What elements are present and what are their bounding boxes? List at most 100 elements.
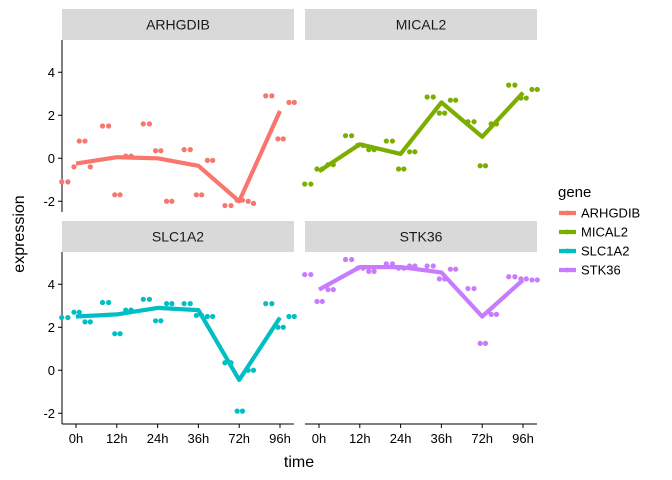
y-tick-label: 2 (48, 320, 55, 335)
data-point (87, 164, 93, 170)
legend-item: MICAL2 (559, 225, 628, 240)
data-point (523, 276, 529, 282)
legend-key-point (565, 248, 570, 254)
series-line (75, 305, 282, 382)
data-point (291, 99, 297, 105)
data-point (430, 94, 436, 100)
data-point (342, 256, 349, 263)
facet-slc1a2: SLC1A2 -2 0 2 4 0h 12h 24h 36h 72h 96h (43, 221, 297, 446)
series-line (75, 110, 282, 204)
data-point (401, 166, 407, 172)
y-tick-label: 0 (48, 151, 55, 166)
data-point (471, 285, 477, 292)
y-tick-label: 4 (48, 277, 55, 292)
x-tick-label: 96h (269, 431, 291, 446)
facet-stk36: STK36 0h 12h 24h 36h 72h 96h (302, 221, 540, 446)
data-point (140, 121, 146, 127)
data-point (71, 164, 77, 170)
y-tick-label: -2 (43, 194, 55, 209)
data-point (349, 256, 355, 263)
data-point (395, 166, 402, 172)
data-point (424, 94, 430, 100)
facet-strip (305, 9, 537, 40)
data-point (187, 147, 193, 153)
data-point (152, 148, 159, 154)
data-point (263, 301, 269, 307)
data-point (286, 99, 292, 105)
legend-item: STK36 (559, 263, 621, 278)
data-point (99, 123, 106, 129)
facet-strip-label: STK36 (400, 229, 443, 245)
data-point (76, 309, 82, 315)
data-point (269, 93, 275, 99)
data-point (71, 309, 77, 315)
data-point (158, 318, 164, 324)
data-point (199, 192, 205, 198)
data-point (87, 319, 93, 325)
data-point (234, 408, 240, 414)
data-point (482, 163, 489, 169)
series-line (317, 265, 525, 319)
y-tick-label: 0 (48, 363, 55, 378)
data-point (250, 367, 257, 373)
data-point (493, 311, 500, 317)
legend-label: STK36 (581, 263, 621, 278)
data-point (193, 312, 199, 319)
data-point (204, 157, 210, 163)
data-point (319, 298, 325, 305)
legend-label: SLC1A2 (581, 244, 629, 259)
data-point (65, 179, 71, 185)
data-point (477, 163, 483, 169)
legend-item: ARHGDIB (559, 206, 640, 221)
data-point (424, 263, 430, 269)
data-point (442, 110, 448, 116)
data-point (181, 147, 187, 153)
data-point (471, 119, 477, 125)
data-point (389, 138, 396, 144)
x-tick-label: 96h (512, 431, 534, 446)
data-point (204, 313, 210, 320)
data-point (140, 296, 146, 302)
legend-title: gene (558, 184, 591, 201)
data-point (146, 296, 153, 302)
data-point (286, 313, 292, 320)
facet-strip (305, 221, 537, 252)
x-tick-label: 12h (349, 431, 371, 446)
data-point (436, 110, 442, 116)
legend: ARHGDIB MICAL2 SLC1A2 STK36 (559, 206, 640, 278)
data-point (477, 340, 483, 346)
data-point (291, 313, 297, 320)
data-point (106, 123, 112, 129)
data-point (506, 82, 512, 88)
data-point (406, 149, 413, 155)
data-point (112, 192, 118, 198)
data-point (302, 271, 308, 278)
data-point (106, 299, 112, 306)
data-point (453, 266, 459, 272)
data-point (275, 136, 281, 142)
legend-label: ARHGDIB (581, 206, 640, 221)
facet-panels: ARHGDIB -2 0 2 4 MICAL2 SLC1A2 -2 0 2 4 0h 12h 24h 36h… (43, 9, 540, 446)
legend-key-point (565, 267, 570, 273)
data-point (152, 318, 159, 324)
data-point (169, 301, 175, 307)
data-point (453, 97, 459, 103)
data-point (82, 319, 88, 325)
data-point (158, 148, 164, 154)
y-axis-title: expression (11, 195, 28, 272)
data-point (210, 313, 216, 320)
data-point (412, 149, 418, 155)
facet-strip-label: SLC1A2 (152, 229, 204, 245)
data-point (308, 181, 314, 187)
x-tick-label: 0h (312, 431, 326, 446)
data-point (76, 138, 82, 144)
data-point (371, 268, 377, 274)
data-point (269, 301, 275, 307)
x-tick-label: 36h (188, 431, 210, 446)
facet-mical2: MICAL2 (302, 9, 540, 187)
data-point (512, 82, 518, 88)
data-point (314, 298, 320, 305)
data-point (250, 200, 257, 206)
y-tick-label: 2 (48, 108, 55, 123)
